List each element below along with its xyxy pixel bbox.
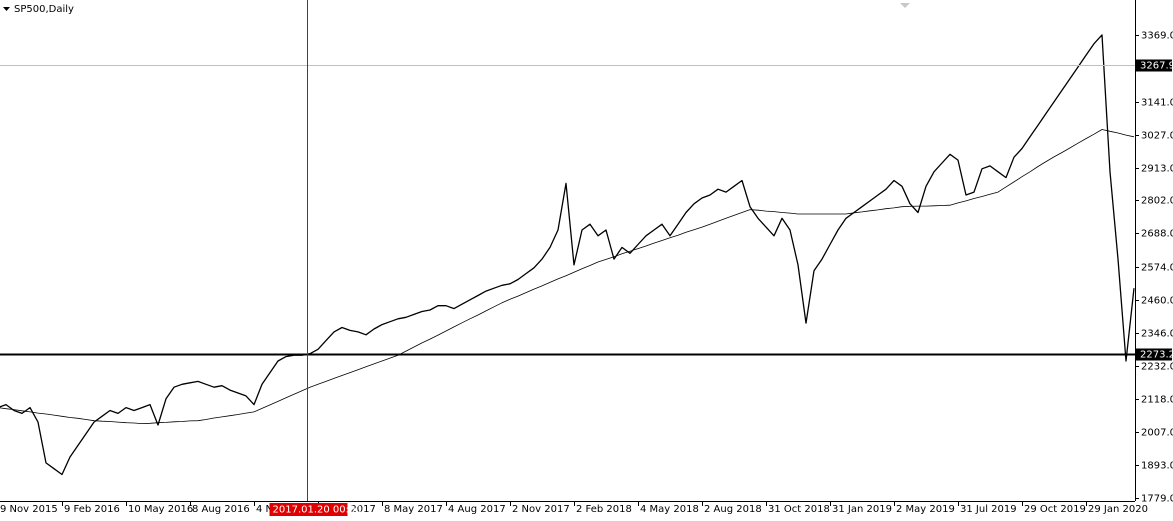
x-tick-label: 8 May 2017 — [384, 504, 443, 515]
menu-arrow[interactable] — [3, 7, 10, 11]
y-tick-label: 2346.0 — [1141, 329, 1173, 340]
y-tick-label: 2688.0 — [1141, 229, 1173, 240]
level-box — [1136, 348, 1172, 361]
x-tick-label: 31 Jan 2019 — [832, 504, 892, 515]
x-tick-label: 9 Nov 2015 — [0, 504, 58, 515]
y-tick-label: 3141.0 — [1141, 98, 1173, 109]
y-tick-label: 3369.0 — [1141, 31, 1173, 42]
x-tick-label: 3 Feb 2017 — [320, 504, 376, 515]
y-tick-label: 3027.0 — [1141, 131, 1173, 142]
price-line — [0, 129, 1135, 424]
x-tick-label: 2 May 2019 — [896, 504, 955, 515]
y-tick-label: 2232.0 — [1141, 362, 1173, 373]
y-tick-label: 2574.0 — [1141, 263, 1173, 274]
x-tick-label: 8 Aug 2016 — [192, 504, 250, 515]
y-tick-label: 2007.0 — [1141, 428, 1173, 439]
y-tick-label: 1779.0 — [1141, 494, 1173, 505]
x-tick-label: 2 Feb 2018 — [576, 504, 632, 515]
x-tick-label: 29 Oct 2019 — [1024, 504, 1086, 515]
x-tick-label: 10 May 2016 — [128, 504, 193, 515]
chart-title: SP500,Daily — [14, 4, 74, 15]
x-tick-label: 9 Feb 2016 — [64, 504, 120, 515]
x-tick-label: 4 May 2018 — [640, 504, 699, 515]
y-tick-label: 1893.0 — [1141, 461, 1173, 472]
x-tick-label: 2 Aug 2018 — [704, 504, 762, 515]
price-line — [0, 34, 1135, 476]
shift-marker — [900, 3, 910, 8]
x-tick-label: 29 Jan 2020 — [1088, 504, 1148, 515]
level-label: 3267.9 — [1140, 61, 1173, 72]
crosshair-box — [269, 503, 348, 516]
level-label: 2273.2 — [1140, 350, 1173, 361]
x-tick-label: 4 Aug 2017 — [448, 504, 506, 515]
level-box — [1136, 59, 1172, 72]
crosshair-label: 2017.01.20 00:00 — [273, 505, 362, 516]
y-tick-label: 2118.0 — [1141, 395, 1173, 406]
y-tick-label: 2913.0 — [1141, 164, 1173, 175]
x-tick-label: 31 Oct 2018 — [768, 504, 830, 515]
y-tick-label: 2460.0 — [1141, 296, 1173, 307]
x-tick-label: 31 Jul 2019 — [960, 504, 1017, 515]
x-tick-label: 2 Nov 2017 — [512, 504, 570, 515]
y-tick-label: 2802.0 — [1141, 196, 1173, 207]
